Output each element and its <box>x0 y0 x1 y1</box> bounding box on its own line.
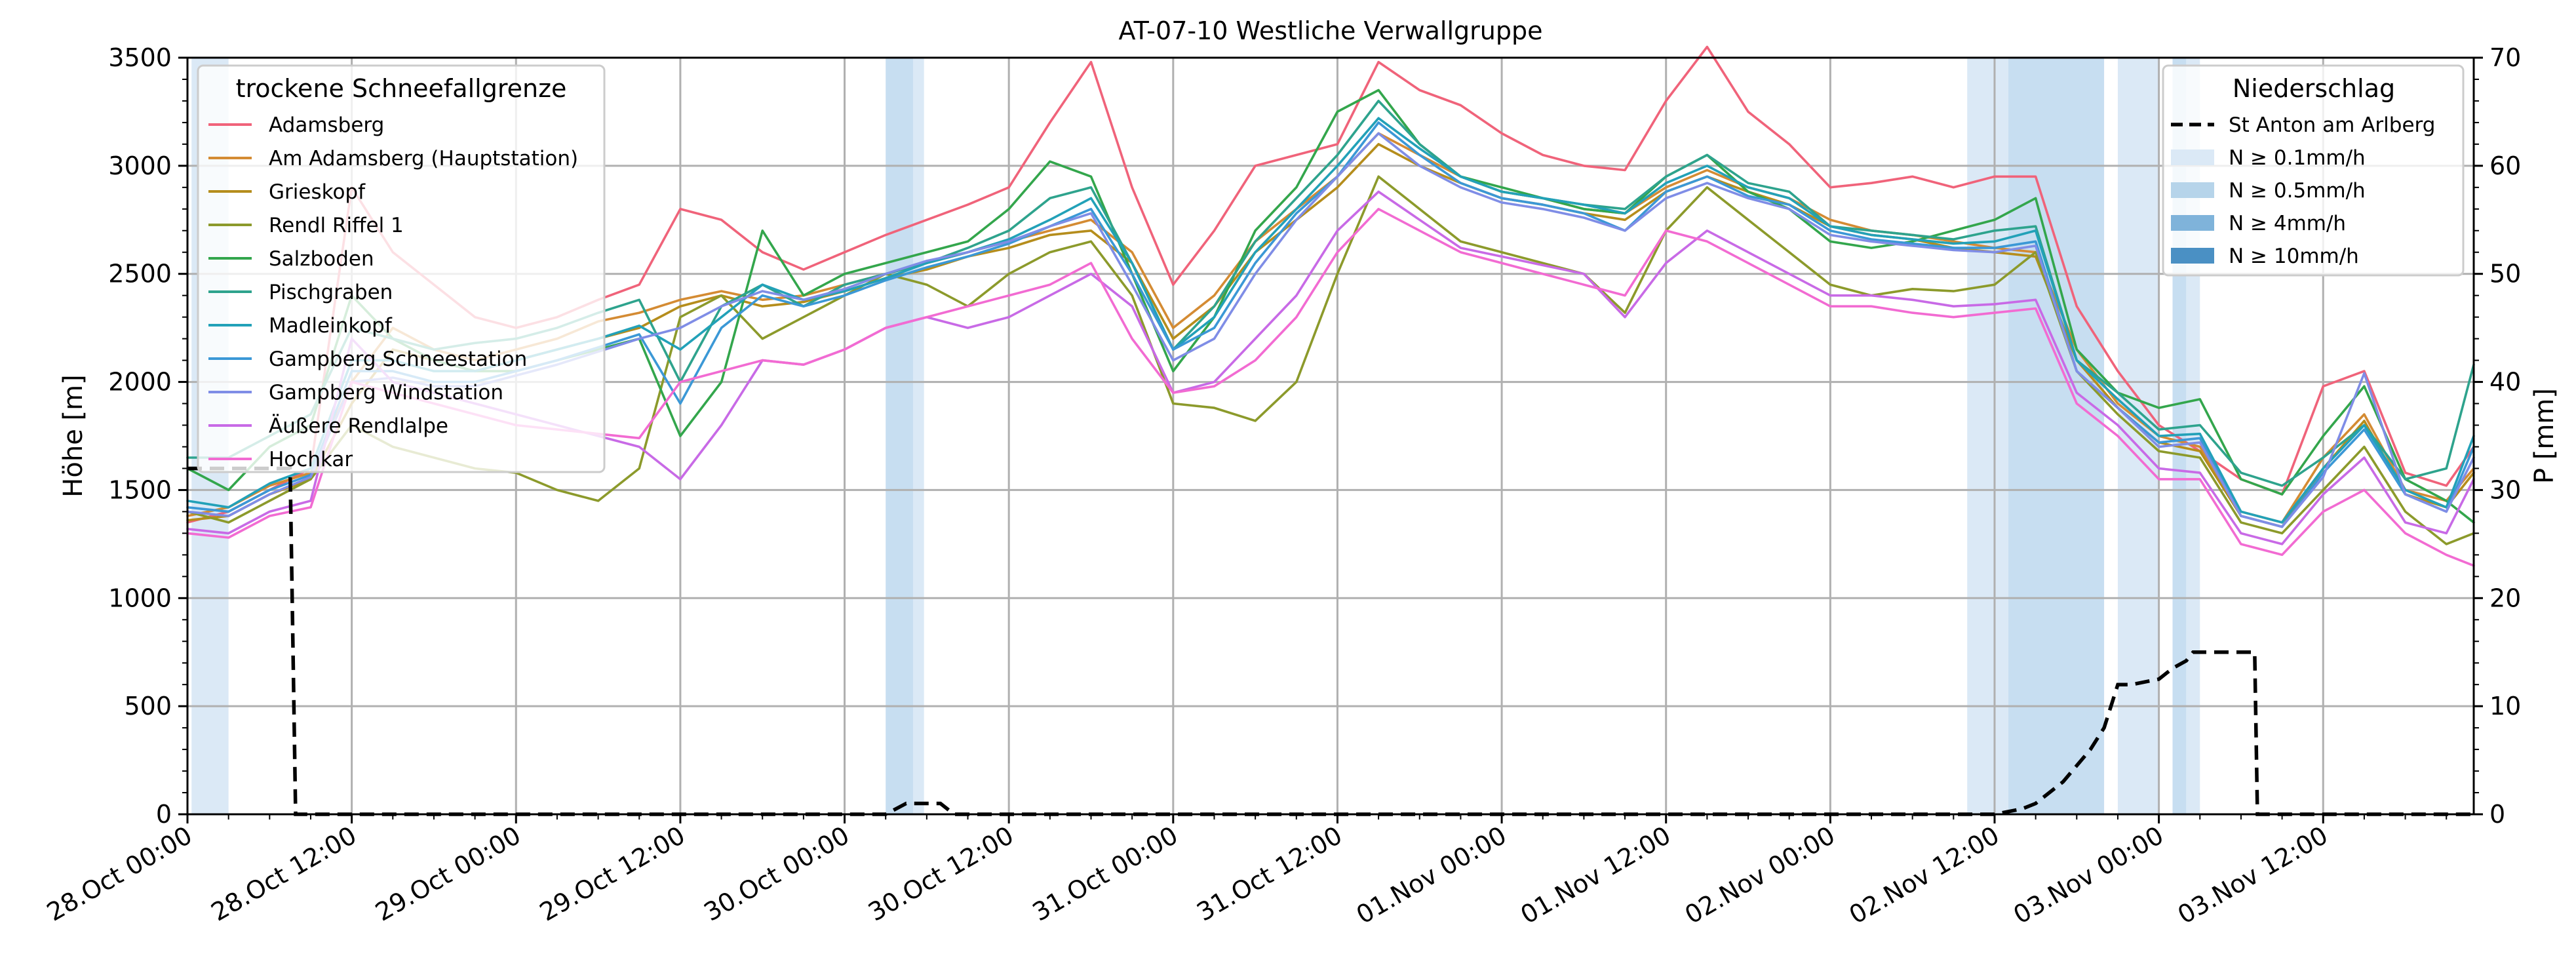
x-tick-label: 28.Oct 12:00 <box>206 821 362 927</box>
legend-precip-swatch <box>2171 215 2214 231</box>
legend-precip-swatch <box>2171 182 2214 198</box>
legend-precip-box <box>2162 64 2465 277</box>
legend-entry: Gampberg Schneestation <box>269 347 527 371</box>
legend-entry: Äußere Rendlalpe <box>269 414 448 438</box>
legend-entry: Madleinkopf <box>269 314 393 338</box>
x-tick-label: 03.Nov 12:00 <box>2173 821 2333 930</box>
legend-entry: Grieskopf <box>269 180 366 204</box>
legend-entry: Hochkar <box>269 448 353 471</box>
x-tick-label: 30.Oct 00:00 <box>699 821 854 927</box>
x-tick-label: 02.Nov 12:00 <box>1844 821 2004 930</box>
y2-tick-label: 20 <box>2489 583 2521 612</box>
legend-precip-title: Niederschlag <box>2233 74 2395 103</box>
legend-precip-entry: N ≥ 10mm/h <box>2229 245 2359 268</box>
legend-precip-line-label: St Anton am Arlberg <box>2229 113 2435 137</box>
y-tick-label: 0 <box>156 800 172 829</box>
legend-entry: Gampberg Windstation <box>269 381 503 405</box>
y2-tick-label: 50 <box>2489 260 2521 288</box>
legend-entry: Pischgraben <box>269 281 393 304</box>
y2-axis-label: P [mm] <box>2529 388 2560 484</box>
legend-precip-entry: N ≥ 0.1mm/h <box>2229 146 2366 170</box>
y-tick-label: 1500 <box>108 475 172 504</box>
x-tick-label: 03.Nov 00:00 <box>2008 821 2168 930</box>
plot-frame <box>186 56 2475 816</box>
y2-tick-label: 10 <box>2489 692 2521 721</box>
x-tick-label: 01.Nov 00:00 <box>1352 821 1512 930</box>
legend-entry: Adamsberg <box>269 113 384 137</box>
legend-precip-swatch <box>2171 248 2214 264</box>
x-tick-label: 01.Nov 12:00 <box>1515 821 1675 930</box>
x-tick-label: 29.Oct 12:00 <box>535 821 690 927</box>
legend-precip-entry: N ≥ 4mm/h <box>2229 212 2346 235</box>
y2-tick-label: 70 <box>2489 43 2521 72</box>
x-tick-label: 02.Nov 00:00 <box>1680 821 1840 930</box>
x-tick-label: 31.Oct 12:00 <box>1192 821 1347 927</box>
legend-entry: Salzboden <box>269 247 374 271</box>
legend-stations-box <box>197 64 606 473</box>
y-tick-label: 3500 <box>108 43 172 72</box>
y2-tick-label: 60 <box>2489 151 2521 180</box>
x-tick-label: 28.Oct 00:00 <box>42 821 197 927</box>
y2-tick-label: 40 <box>2489 368 2521 397</box>
precip-band <box>886 58 913 814</box>
precip-line <box>187 466 2474 816</box>
y-tick-label: 500 <box>124 692 172 721</box>
y-tick-label: 3000 <box>108 151 172 180</box>
y-tick-label: 2000 <box>108 368 172 397</box>
legend-stations-title: trockene Schneefallgrenze <box>236 74 567 103</box>
y-tick-label: 1000 <box>108 583 172 612</box>
legend-precip-swatch <box>2171 149 2214 165</box>
legend-precip: Niederschlag St Anton am Arlberg N ≥ 0.1m… <box>2162 64 2465 277</box>
y2-tick-label: 0 <box>2489 800 2505 829</box>
precip-band <box>912 58 924 814</box>
chart-title: AT-07-10 Westliche Verwallgruppe <box>1119 16 1543 45</box>
x-tick-label: 29.Oct 00:00 <box>370 821 526 927</box>
precip-band <box>1967 58 2008 814</box>
series-line-rendl-riffel-1 <box>186 175 2475 545</box>
legend-stations: trockene Schneefallgrenze Adamsberg Am Ad… <box>197 64 606 473</box>
legend-entry: Rendl Riffel 1 <box>269 214 404 237</box>
y-tick-label: 2500 <box>108 260 172 288</box>
legend-entry: Am Adamsberg (Hauptstation) <box>269 147 578 170</box>
y2-tick-label: 30 <box>2489 475 2521 504</box>
legend-precip-entry: N ≥ 0.5mm/h <box>2229 179 2366 203</box>
x-tick-label: 31.Oct 00:00 <box>1028 821 1183 927</box>
x-tick-label: 30.Oct 12:00 <box>863 821 1019 927</box>
y-axis-label: Höhe [m] <box>58 374 88 497</box>
precip-band <box>2008 58 2105 814</box>
